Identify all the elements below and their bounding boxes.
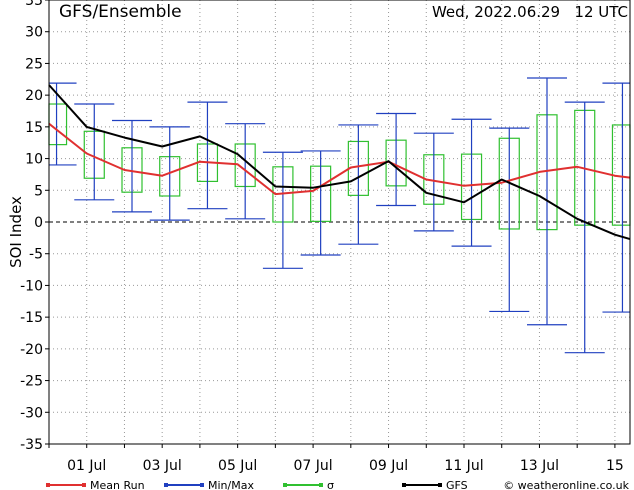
y-tick-label: 20 xyxy=(25,88,43,104)
legend-marker xyxy=(46,483,50,487)
legend-item: σ xyxy=(283,479,334,490)
x-tick-label: 03 Jul xyxy=(143,458,182,474)
y-tick-label: -35 xyxy=(20,437,43,453)
legend-item: Mean Run xyxy=(46,479,145,490)
x-tick-label: 07 Jul xyxy=(294,458,333,474)
y-tick-label: -15 xyxy=(20,310,43,326)
legend-marker xyxy=(82,483,86,487)
legend-marker xyxy=(164,483,168,487)
legend-label: GFS xyxy=(446,479,468,490)
y-tick-label: 0 xyxy=(34,215,43,231)
chart-title: GFS/Ensemble xyxy=(59,2,182,22)
x-tick-label: 13 Jul xyxy=(520,458,559,474)
y-axis-label: SOI Index xyxy=(7,196,25,268)
legend: Mean Run Min/Max σ GFS xyxy=(46,479,468,490)
y-tick-label: 15 xyxy=(25,120,43,136)
y-tick-label: -20 xyxy=(20,342,43,358)
min-max-bars xyxy=(49,78,630,353)
legend-label: Mean Run xyxy=(90,479,145,490)
gfs-line xyxy=(49,85,630,239)
y-tick-label: 35 xyxy=(25,0,43,9)
sigma-boxes xyxy=(49,104,630,230)
x-tick-label: 05 Jul xyxy=(218,458,257,474)
legend-marker xyxy=(402,483,406,487)
x-tick-label: 01 Jul xyxy=(67,458,106,474)
legend-marker xyxy=(200,483,204,487)
legend-marker xyxy=(283,483,287,487)
run-label: Wed, 2022.06.29 12 UTC xyxy=(432,3,628,21)
credit-text: © weatheronline.co.uk xyxy=(503,479,629,490)
series-lines xyxy=(49,85,630,239)
legend-label: σ xyxy=(327,479,334,490)
y-tick-label: -10 xyxy=(20,278,43,294)
y-tick-label: -30 xyxy=(20,405,43,421)
legend-item: GFS xyxy=(402,479,468,490)
legend-marker xyxy=(438,483,442,487)
legend-label: Min/Max xyxy=(208,479,254,490)
x-tick-label: 11 Jul xyxy=(444,458,483,474)
legend-marker xyxy=(319,483,323,487)
legend-item: Min/Max xyxy=(164,479,254,490)
x-tick-label: 09 Jul xyxy=(369,458,408,474)
y-tick-label: -5 xyxy=(29,247,43,263)
y-tick-label: 10 xyxy=(25,152,43,168)
y-tick-label: 30 xyxy=(25,25,43,41)
y-tick-label: -25 xyxy=(20,374,43,390)
x-tick-label: 15 xyxy=(606,458,624,474)
y-tick-label: 5 xyxy=(34,183,43,199)
x-axis: 01 Jul 03 Jul 05 Jul 07 Jul 09 Jul 11 Jul 13 J… xyxy=(49,444,624,474)
sigma-box xyxy=(49,104,67,145)
y-tick-label: 25 xyxy=(25,56,43,72)
